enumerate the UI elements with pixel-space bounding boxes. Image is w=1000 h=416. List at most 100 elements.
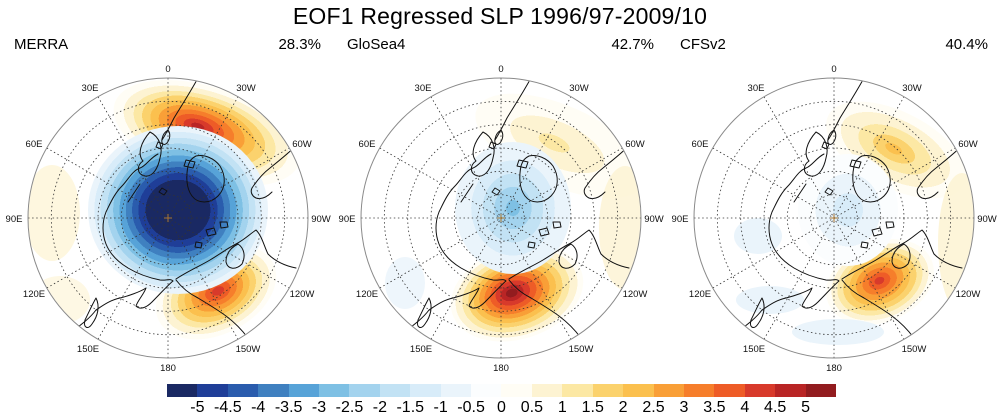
colorbar-cell bbox=[440, 384, 472, 397]
colorbar-cell bbox=[744, 384, 776, 397]
colorbar-cell bbox=[410, 384, 441, 397]
lon-label-90w: 90W bbox=[977, 214, 997, 225]
colorbar-cell bbox=[653, 384, 684, 397]
panel-cfsv2-header: CFSv2 40.4% bbox=[666, 36, 1000, 56]
panel-cfsv2-model-label: CFSv2 bbox=[680, 36, 726, 53]
colorbar-tick-label: 5 bbox=[801, 399, 811, 416]
panel-cfsv2: CFSv2 40.4% 0 30E 60E 90E 12 bbox=[666, 36, 1000, 380]
colorbar-tick-label: -1 bbox=[433, 399, 448, 416]
lon-label-90e: 90E bbox=[6, 214, 23, 225]
colorbar-cell bbox=[775, 384, 806, 397]
colorbar-cell bbox=[197, 384, 228, 397]
lon-label-0: 0 bbox=[498, 64, 503, 75]
lon-label-30e: 30E bbox=[82, 83, 99, 94]
colorbar-tick-label: -2 bbox=[372, 399, 387, 416]
lon-label-120e: 120E bbox=[23, 289, 45, 300]
colorbar-ticks: -5 -4.5 -4 -3.5 -3 -2.5 -2 -1.5 -1 -0.5 0 0.5 1 1.5 2 2… bbox=[167, 397, 836, 416]
colorbar-tick-label: -3.5 bbox=[274, 399, 303, 416]
colorbar-cell bbox=[562, 384, 593, 397]
colorbar-cell bbox=[714, 384, 745, 397]
figure-title: EOF1 Regressed SLP 1996/97-2009/10 bbox=[292, 3, 708, 29]
panel-glosea4-model-label: GloSea4 bbox=[347, 36, 406, 53]
lon-label-90e: 90E bbox=[339, 214, 356, 225]
colorbar-tick-label: 4.5 bbox=[764, 399, 787, 416]
lon-label-150w: 150W bbox=[236, 344, 261, 355]
colorbar-cell bbox=[471, 384, 502, 397]
lon-label-0: 0 bbox=[831, 64, 836, 75]
panel-merra-header: MERRA 28.3% bbox=[0, 36, 333, 56]
colorbar-cell bbox=[683, 384, 715, 397]
colorbar-cell bbox=[592, 384, 624, 397]
lon-label-180: 180 bbox=[160, 363, 176, 374]
map-cfsv2-field bbox=[694, 78, 974, 358]
lon-label-120e: 120E bbox=[356, 289, 378, 300]
panel-merra-variance: 28.3% bbox=[278, 36, 321, 53]
colorbar-tick-label: 0.5 bbox=[520, 399, 544, 416]
lon-label-120e: 120E bbox=[689, 289, 711, 300]
colorbar-tick-label: 1.5 bbox=[581, 399, 604, 416]
lon-label-180: 180 bbox=[493, 363, 509, 374]
panel-glosea4: GloSea4 42.7% 0 30E 60E 90E 120E 150E bbox=[333, 36, 666, 380]
lon-label-0: 0 bbox=[165, 64, 170, 75]
colorbar-tick-label: -1.5 bbox=[396, 399, 425, 416]
lon-label-150e: 150E bbox=[77, 344, 99, 355]
colorbar-cell bbox=[805, 384, 836, 397]
panel-merra-model-label: MERRA bbox=[14, 36, 69, 53]
colorbar-tick-label: 2 bbox=[618, 399, 628, 416]
lon-label-150e: 150E bbox=[410, 344, 432, 355]
colorbar-tick-label: -4 bbox=[251, 399, 266, 416]
lon-label-30w: 30W bbox=[236, 83, 256, 94]
colorbar-cell bbox=[227, 384, 259, 397]
lon-label-60w: 60W bbox=[958, 139, 978, 150]
lon-label-150e: 150E bbox=[743, 344, 765, 355]
lon-label-120w: 120W bbox=[956, 289, 981, 300]
lon-label-120w: 120W bbox=[623, 289, 648, 300]
lon-label-180: 180 bbox=[826, 363, 842, 374]
map-cfsv2: 0 30E 60E 90E 120E 150E 180 150W 120W 90… bbox=[672, 64, 997, 374]
colorbar-tick-label: 4 bbox=[740, 399, 750, 416]
colorbar-cell bbox=[501, 384, 532, 397]
map-merra: 0 30E 60E 90E 120E 150E 180 150W 120W 90… bbox=[6, 64, 331, 374]
colorbar-cell bbox=[623, 384, 654, 397]
lon-label-90w: 90W bbox=[311, 214, 331, 225]
colorbar-tick-label: -0.5 bbox=[457, 399, 485, 416]
lon-label-30e: 30E bbox=[748, 83, 765, 94]
colorbar-cell bbox=[379, 384, 411, 397]
colorbar-tick-label: -2.5 bbox=[335, 399, 364, 416]
colorbar-cell bbox=[288, 384, 320, 397]
colorbar-tick-label: 3.5 bbox=[703, 399, 726, 416]
panel-glosea4-variance: 42.7% bbox=[611, 36, 654, 53]
panel-glosea4-header: GloSea4 42.7% bbox=[333, 36, 666, 56]
panel-merra: MERRA 28.3% 0 30E 60E 90E 120E 150E bbox=[0, 36, 333, 380]
colorbar-tick-label: -4.5 bbox=[214, 399, 242, 416]
colorbar-cell bbox=[258, 384, 289, 397]
lon-label-90w: 90W bbox=[644, 214, 664, 225]
colorbar-cell bbox=[349, 384, 380, 397]
colorbar-tick-label: 1 bbox=[557, 399, 567, 416]
lon-label-30w: 30W bbox=[569, 83, 589, 94]
lon-label-60w: 60W bbox=[292, 139, 312, 150]
lon-label-60e: 60E bbox=[359, 139, 376, 150]
lon-label-30e: 30E bbox=[415, 83, 432, 94]
lon-label-60e: 60E bbox=[26, 139, 43, 150]
colorbar-cells bbox=[167, 384, 836, 397]
lon-label-90e: 90E bbox=[672, 214, 689, 225]
colorbar-cell bbox=[167, 384, 198, 397]
lon-label-120w: 120W bbox=[290, 289, 315, 300]
lon-label-60e: 60E bbox=[692, 139, 709, 150]
colorbar-cell bbox=[319, 384, 350, 397]
lon-label-150w: 150W bbox=[569, 344, 594, 355]
colorbar-tick-label: -3 bbox=[311, 399, 327, 416]
map-glosea4: 0 30E 60E 90E 120E 150E 180 150W 120W 90… bbox=[339, 64, 664, 374]
colorbar-cell bbox=[531, 384, 563, 397]
colorbar-tick-label: 3 bbox=[679, 399, 689, 416]
colorbar-tick-label: 0 bbox=[497, 399, 506, 416]
panel-cfsv2-variance: 40.4% bbox=[945, 36, 988, 53]
lon-label-30w: 30W bbox=[902, 83, 922, 94]
lon-label-150w: 150W bbox=[902, 344, 927, 355]
colorbar-tick-label: -5 bbox=[190, 399, 205, 416]
lon-label-60w: 60W bbox=[625, 139, 645, 150]
colorbar-tick-label: 2.5 bbox=[642, 399, 665, 416]
colorbar: -5 -4.5 -4 -3.5 -3 -2.5 -2 -1.5 -1 -0.5 0 0.5 1 1.5 2 2… bbox=[167, 384, 836, 416]
